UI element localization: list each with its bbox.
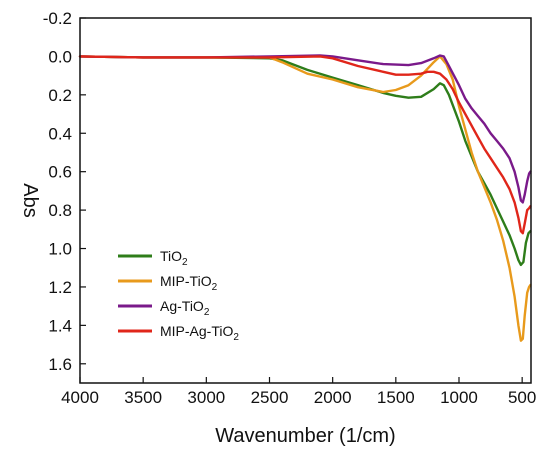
- x-tick-label: 3500: [124, 388, 162, 407]
- series-line-4: [78, 55, 532, 235]
- x-tick-label: 1500: [377, 388, 415, 407]
- y-tick-label: 1.2: [48, 278, 72, 297]
- legend-label-base: MIP-Ag-TiO: [160, 323, 233, 339]
- legend-label-subscript: 2: [233, 332, 239, 343]
- legend-label-subscript: 2: [212, 282, 218, 293]
- x-tick-label: 1000: [440, 388, 478, 407]
- y-tick-label: 1.0: [48, 240, 72, 259]
- legend-label-subscript: 2: [204, 307, 210, 318]
- x-axis-title: Wavenumber (1/cm): [215, 425, 395, 447]
- legend-entry: TiO2: [160, 248, 188, 268]
- y-tick-label: 0.0: [48, 47, 72, 66]
- legend-entry: MIP-Ag-TiO2: [160, 323, 239, 343]
- y-tick-label: 1.6: [48, 355, 72, 374]
- y-axis-title: Abs: [19, 183, 41, 217]
- legend-entry: MIP-TiO2: [160, 273, 218, 293]
- plot-frame: [79, 17, 532, 384]
- legend-entry: Ag-TiO2: [160, 298, 210, 318]
- x-tick-label: 4000: [61, 388, 99, 407]
- series-lines: [78, 54, 532, 342]
- series-line-3: [78, 54, 532, 204]
- series-line-1: [78, 55, 532, 267]
- x-tick-label: 2500: [251, 388, 289, 407]
- series-line-2: [78, 55, 532, 342]
- legend-label-base: TiO: [160, 248, 182, 264]
- legend-label-base: Ag-TiO: [160, 298, 204, 314]
- y-tick-label: 0.8: [48, 201, 72, 220]
- y-tick-label: 0.6: [48, 163, 72, 182]
- y-tick-label: 0.2: [48, 86, 72, 105]
- y-tick-label: 1.4: [48, 316, 72, 335]
- x-tick-label: 2000: [314, 388, 352, 407]
- axis-ticks: 4000 3500 3000 2500 2000 1500 1000 500 -0.2 0.0 0.…: [43, 9, 537, 407]
- legend-label-subscript: 2: [182, 257, 188, 268]
- y-tick-label: 0.4: [48, 124, 72, 143]
- x-tick-label: 3000: [187, 388, 225, 407]
- legend-label-base: MIP-TiO: [160, 273, 212, 289]
- y-tick-label: -0.2: [43, 9, 72, 28]
- x-tick-label: 500: [508, 388, 536, 407]
